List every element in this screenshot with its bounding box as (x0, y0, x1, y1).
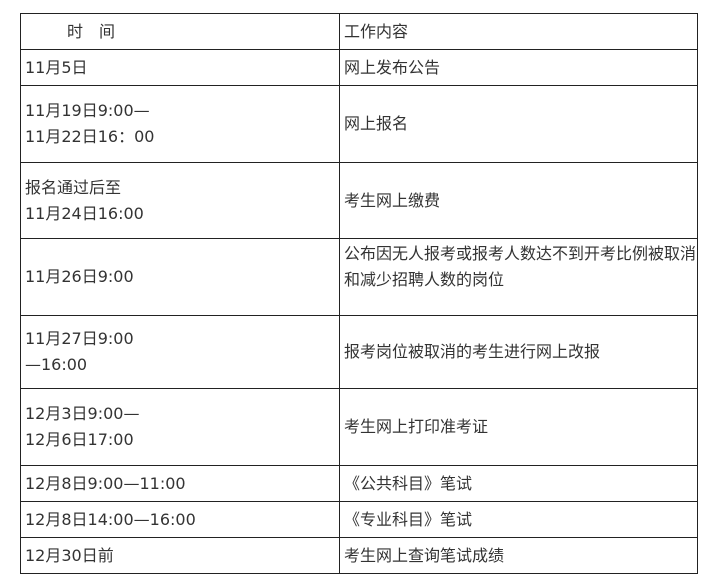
time-cell: 11月26日9:00 (20, 238, 340, 316)
table-row: 12月30日前 考生网上查询笔试成绩 (20, 537, 698, 574)
time-text: 12月8日9:00—11:00 (25, 473, 186, 493)
content-text: 《专业科目》笔试 (344, 509, 473, 529)
time-cell: 12月8日14:00—16:00 (20, 501, 340, 538)
time-cell: 12月3日9:00— 12月6日17:00 (20, 388, 340, 466)
content-text: 和减少招聘人数的岗位 (344, 270, 505, 289)
table-header-row: 时 间 工作内容 (20, 13, 698, 50)
table-row: 11月19日9:00— 11月22日16：00 网上报名 (20, 85, 698, 163)
content-text: 考生网上打印准考证 (344, 417, 489, 436)
time-text: —16:00 (25, 355, 88, 374)
time-text: 11月27日9:00 (25, 329, 134, 348)
table-row: 11月5日 网上发布公告 (20, 49, 698, 86)
content-text: 网上报名 (344, 114, 409, 133)
time-cell: 11月5日 (20, 49, 340, 86)
table-row: 12月8日14:00—16:00 《专业科目》笔试 (20, 501, 698, 538)
content-cell: 考生网上缴费 (339, 162, 698, 239)
time-cell: 报名通过后至 11月24日16:00 (20, 162, 340, 239)
content-text: 报考岗位被取消的考生进行网上改报 (344, 342, 601, 361)
time-text: 12月8日14:00—16:00 (25, 509, 196, 529)
schedule-table: 时 间 工作内容 11月5日 网上发布公告 11月19日9:00— 11月22日1… (20, 13, 698, 574)
time-text: 11月19日9:00— (25, 101, 150, 120)
table-row: 11月27日9:00 —16:00 报考岗位被取消的考生进行网上改报 (20, 315, 698, 389)
time-text: 11月5日 (25, 57, 88, 77)
content-text: 考生网上缴费 (344, 190, 441, 210)
table-row: 12月8日9:00—11:00 《公共科目》笔试 (20, 465, 698, 502)
time-text: 11月26日9:00 (25, 267, 134, 286)
time-cell: 12月8日9:00—11:00 (20, 465, 340, 502)
time-text: 12月6日17:00 (25, 430, 134, 449)
time-cell: 11月19日9:00— 11月22日16：00 (20, 85, 340, 163)
content-cell: 考生网上打印准考证 (339, 388, 698, 466)
table-row: 11月26日9:00 公布因无人报考或报考人数达不到开考比例被取消 和减少招聘人数… (20, 238, 698, 316)
content-cell: 《公共科目》笔试 (339, 465, 698, 502)
content-cell: 公布因无人报考或报考人数达不到开考比例被取消 和减少招聘人数的岗位 (339, 238, 698, 316)
content-text: 《公共科目》笔试 (344, 473, 473, 493)
content-cell: 网上发布公告 (339, 49, 698, 86)
time-cell: 11月27日9:00 —16:00 (20, 315, 340, 389)
content-cell: 《专业科目》笔试 (339, 501, 698, 538)
content-cell: 考生网上查询笔试成绩 (339, 537, 698, 574)
time-text: 11月24日16:00 (25, 203, 144, 223)
time-text: 报名通过后至 (25, 177, 122, 197)
header-content: 工作内容 (339, 13, 698, 50)
content-text: 考生网上查询笔试成绩 (344, 545, 505, 565)
table-row: 报名通过后至 11月24日16:00 考生网上缴费 (20, 162, 698, 239)
time-cell: 12月30日前 (20, 537, 340, 574)
time-text: 11月22日16：00 (25, 127, 155, 146)
content-cell: 网上报名 (339, 85, 698, 163)
header-time: 时 间 (20, 13, 340, 50)
content-text: 网上发布公告 (344, 57, 441, 77)
table-row: 12月3日9:00— 12月6日17:00 考生网上打印准考证 (20, 388, 698, 466)
time-text: 12月30日前 (25, 545, 114, 565)
time-text: 12月3日9:00— (25, 404, 140, 423)
content-text: 公布因无人报考或报考人数达不到开考比例被取消 (344, 244, 697, 263)
content-cell: 报考岗位被取消的考生进行网上改报 (339, 315, 698, 389)
